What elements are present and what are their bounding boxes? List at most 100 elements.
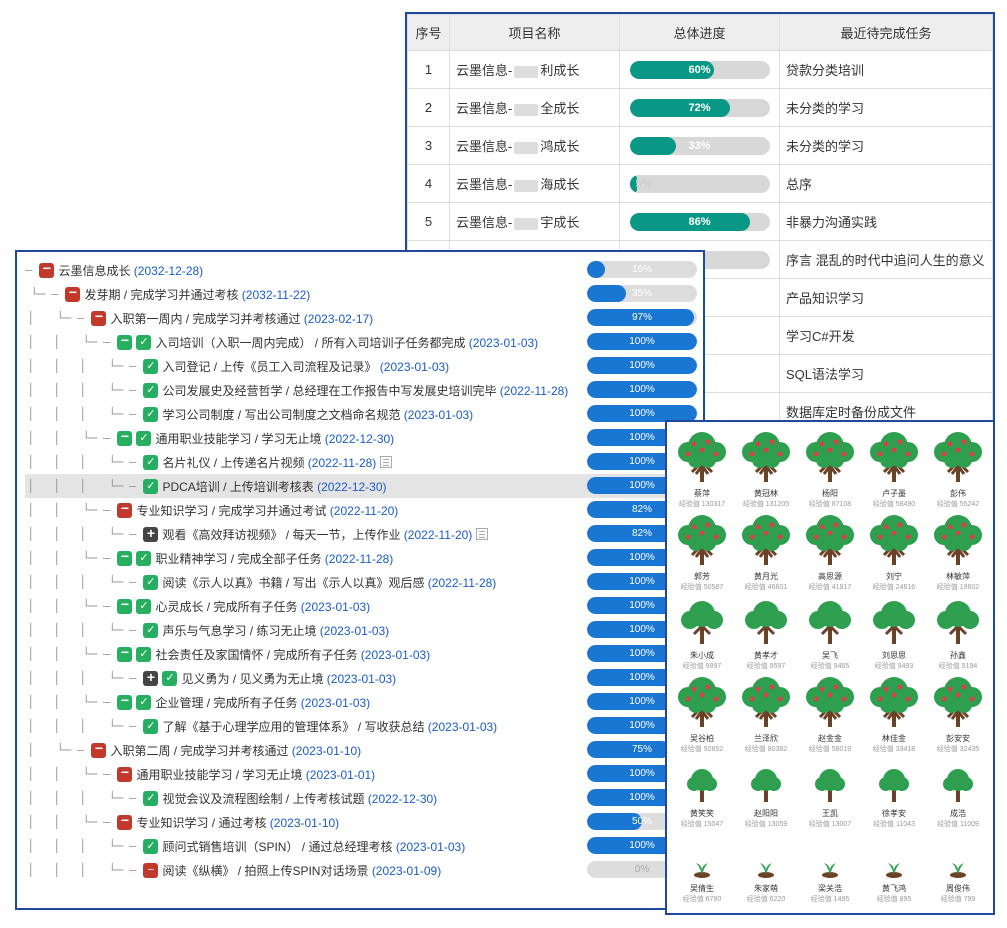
row-progress: 60%: [620, 51, 780, 89]
member-tree[interactable]: 郭芳经验值 50587: [671, 513, 733, 592]
member-xp: 经验值 24616: [863, 582, 925, 592]
tree-node[interactable]: │ │ │ └─— PDCA培训 / 上传培训考核表 (2022-12-30)1…: [25, 474, 703, 498]
member-tree[interactable]: 孙鑫经验值 9194: [927, 596, 989, 671]
tree-node[interactable]: │ │ └─— 入司培训（入职一周内完成） / 所有入司培训子任务都完成 (20…: [25, 330, 703, 354]
member-tree[interactable]: 赵金金经验值 58019: [799, 675, 861, 754]
node-label: 视觉会议及流程图绘制 / 上传考核试题 (2022-12-30): [162, 790, 437, 807]
table-row[interactable]: 4云墨信息-海成长5%总序: [408, 165, 993, 203]
check-icon: [143, 383, 158, 398]
toggle-icon[interactable]: [65, 287, 80, 302]
toggle-icon[interactable]: [117, 431, 132, 446]
toggle-icon[interactable]: [117, 815, 132, 830]
table-row[interactable]: 2云墨信息-全成长72%未分类的学习: [408, 89, 993, 127]
table-row[interactable]: 3云墨信息-鸿成长33%未分类的学习: [408, 127, 993, 165]
toggle-icon[interactable]: [117, 503, 132, 518]
note-icon[interactable]: [380, 456, 392, 468]
check-icon: [143, 575, 158, 590]
member-tree[interactable]: 黄孝才经验值 9597: [735, 596, 797, 671]
member-xp: 经验值 11009: [927, 819, 989, 829]
member-xp: 经验值 13007: [799, 819, 861, 829]
tree-node[interactable]: │ └─— 入职第二周 / 完成学习并考核通过 (2023-01-10)75%: [25, 738, 703, 762]
toggle-icon[interactable]: [91, 743, 106, 758]
tree-node[interactable]: │ │ └─— 心灵成长 / 完成所有子任务 (2023-01-03)100%: [25, 594, 703, 618]
row-name: 云墨信息-鸿成长: [450, 127, 620, 165]
table-row[interactable]: 5云墨信息-宇成长86%非暴力沟通实践: [408, 203, 993, 241]
toggle-icon[interactable]: [117, 551, 132, 566]
member-tree[interactable]: 吴谷柏经验值 92852: [671, 675, 733, 754]
check-icon: [143, 359, 158, 374]
member-tree[interactable]: 成浩经验值 11009: [927, 758, 989, 829]
member-tree[interactable]: 吴倩生经验值 6780: [671, 833, 733, 904]
tree-node[interactable]: │ │ └─— 职业精神学习 / 完成全部子任务 (2022-11-28)100…: [25, 546, 703, 570]
member-tree[interactable]: 黄月光经验值 46601: [735, 513, 797, 592]
row-task: SQL语法学习: [780, 355, 993, 393]
member-xp: 经验值 9897: [671, 661, 733, 671]
toggle-icon[interactable]: [143, 671, 158, 686]
node-label: 学习公司制度 / 写出公司制度之文档命名规范 (2023-01-03): [162, 406, 473, 423]
tree-node[interactable]: │ │ └─— 通用职业技能学习 / 学习无止境 (2023-01-01)100…: [25, 762, 703, 786]
tree-node[interactable]: │ │ │ └─— 顾问式销售培训（SPIN） / 通过总经理考核 (2023-…: [25, 834, 703, 858]
member-tree[interactable]: 周俊伟经验值 799: [927, 833, 989, 904]
tree-node[interactable]: │ │ │ └─— 名片礼仪 / 上传递名片视频 (2022-11-28)100…: [25, 450, 703, 474]
member-tree[interactable]: 刘宁经验值 24616: [863, 513, 925, 592]
tree-node[interactable]: │ │ │ └─— 学习公司制度 / 写出公司制度之文档命名规范 (2023-0…: [25, 402, 703, 426]
member-tree[interactable]: 刘思思经验值 9493: [863, 596, 925, 671]
member-tree[interactable]: 朱家萌经验值 6220: [735, 833, 797, 904]
member-xp: 经验值 92852: [671, 744, 733, 754]
tree-node[interactable]: │ │ └─— 专业知识学习 / 完成学习并通过考试 (2022-11-20)8…: [25, 498, 703, 522]
member-tree[interactable]: 高思源经验值 41917: [799, 513, 861, 592]
tree-node[interactable]: │ │ └─— 专业知识学习 / 通过考核 (2023-01-10)50%: [25, 810, 703, 834]
tree-node[interactable]: │ │ │ └─— 公司发展史及经营哲学 / 总经理在工作报告中写发展史培训完毕…: [25, 378, 703, 402]
member-tree[interactable]: 吴飞经验值 9465: [799, 596, 861, 671]
member-tree[interactable]: 王凯经验值 13007: [799, 758, 861, 829]
toggle-icon[interactable]: [117, 767, 132, 782]
toggle-icon[interactable]: [91, 311, 106, 326]
tree-node[interactable]: │ │ │ └─— 观看《高效拜访视频》 / 每天一节，上传作业 (2022-1…: [25, 522, 703, 546]
member-tree[interactable]: 梁关浩经验值 1495: [799, 833, 861, 904]
member-tree[interactable]: 彭伟经验值 55242: [927, 430, 989, 509]
tree-node[interactable]: │ │ │ └─— 入司登记 / 上传《员工入司流程及记录》 (2023-01-…: [25, 354, 703, 378]
toggle-icon[interactable]: [117, 599, 132, 614]
member-tree[interactable]: 杨阳经验值 87108: [799, 430, 861, 509]
member-tree[interactable]: 赵阳阳经验值 13059: [735, 758, 797, 829]
tree-node[interactable]: │ │ └─— 通用职业技能学习 / 学习无止境 (2022-12-30)100…: [25, 426, 703, 450]
tree-node[interactable]: — 云墨信息成长 (2032-12-28)16%: [25, 258, 703, 282]
tree-node[interactable]: └─— 发芽期 / 完成学习并通过考核 (2032-11-22)35%: [25, 282, 703, 306]
tree-node[interactable]: │ │ │ └─— 阅读《纵横》 / 拍照上传SPIN对话场景 (2023-01…: [25, 858, 703, 882]
member-tree[interactable]: 林佳金经验值 33418: [863, 675, 925, 754]
member-tree[interactable]: 黄飞鸿经验值 895: [863, 833, 925, 904]
member-tree[interactable]: 卢子墨经验值 58490: [863, 430, 925, 509]
tree-node[interactable]: │ │ │ └─— 阅读《示人以真》书籍 / 写出《示人以真》观后感 (2022…: [25, 570, 703, 594]
tree-node[interactable]: │ │ └─— 企业管理 / 完成所有子任务 (2023-01-03)100%: [25, 690, 703, 714]
member-tree[interactable]: 林敏萍经验值 19602: [927, 513, 989, 592]
table-row[interactable]: 1云墨信息-利成长60%贷款分类培训: [408, 51, 993, 89]
toggle-icon[interactable]: [39, 263, 54, 278]
member-tree[interactable]: 徐孝安经验值 11043: [863, 758, 925, 829]
member-name: 黄飞鸿: [863, 883, 925, 894]
member-name: 孙鑫: [927, 650, 989, 661]
member-tree[interactable]: 朱小成经验值 9897: [671, 596, 733, 671]
check-icon: [143, 719, 158, 734]
check-icon: [143, 407, 158, 422]
toggle-icon[interactable]: [117, 335, 132, 350]
tree-node[interactable]: │ │ │ └─— 了解《基于心理学应用的管理体系》 / 写收获总结 (2023…: [25, 714, 703, 738]
member-xp: 经验值 9597: [735, 661, 797, 671]
member-name: 高思源: [799, 571, 861, 582]
tree-node[interactable]: │ │ └─— 社会责任及家国情怀 / 完成所有子任务 (2023-01-03)…: [25, 642, 703, 666]
node-label: 声乐与气息学习 / 练习无止境 (2023-01-03): [162, 622, 389, 639]
toggle-icon[interactable]: [143, 527, 158, 542]
note-icon[interactable]: [476, 528, 488, 540]
member-xp: 经验值 32435: [927, 744, 989, 754]
tree-node[interactable]: │ │ │ └─— 视觉会议及流程图绘制 / 上传考核试题 (2022-12-3…: [25, 786, 703, 810]
member-tree[interactable]: 黄笑笑经验值 15047: [671, 758, 733, 829]
member-tree[interactable]: 蔡萍经验值 130317: [671, 430, 733, 509]
member-tree[interactable]: 彭安安经验值 32435: [927, 675, 989, 754]
toggle-icon[interactable]: [117, 647, 132, 662]
member-name: 黄孝才: [735, 650, 797, 661]
toggle-icon[interactable]: [117, 695, 132, 710]
tree-node[interactable]: │ │ │ └─— 声乐与气息学习 / 练习无止境 (2023-01-03)10…: [25, 618, 703, 642]
member-tree[interactable]: 黄冠林经验值 131205: [735, 430, 797, 509]
member-tree[interactable]: 兰泽欣经验值 80382: [735, 675, 797, 754]
tree-node[interactable]: │ │ │ └─— 见义勇为 / 见义勇为无止境 (2023-01-03)100…: [25, 666, 703, 690]
tree-node[interactable]: │ └─— 入职第一周内 / 完成学习并考核通过 (2023-02-17)97%: [25, 306, 703, 330]
